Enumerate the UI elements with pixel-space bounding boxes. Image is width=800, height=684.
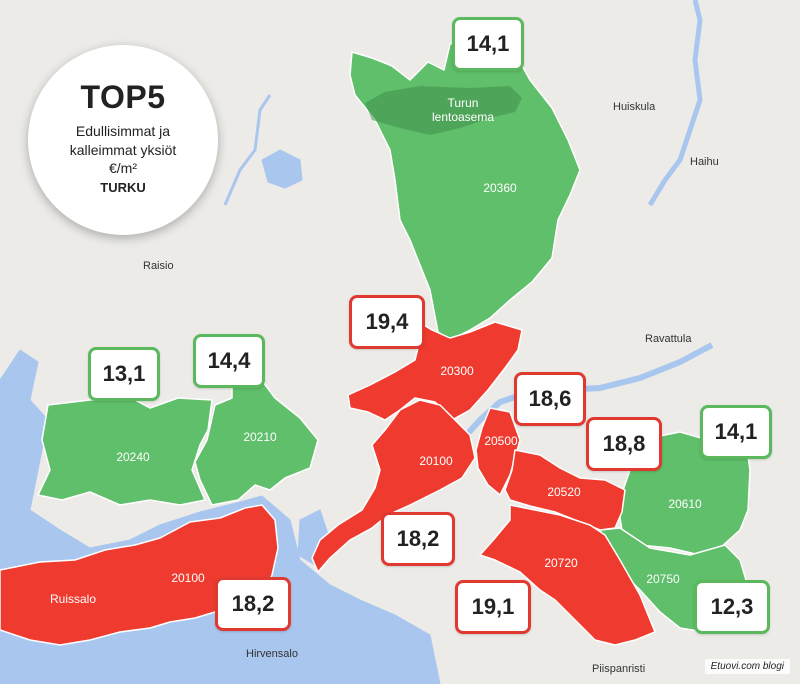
badge-city: TURKU bbox=[100, 180, 146, 195]
zone-code-20360: 20360 bbox=[483, 181, 517, 195]
airport-label-line1: Turun bbox=[447, 96, 479, 110]
place-label-piispanristi: Piispanristi bbox=[592, 663, 646, 675]
zone-20300-area bbox=[347, 317, 523, 421]
badge-unit: €/m² bbox=[109, 160, 137, 176]
price-callout-20750: 12,3 bbox=[694, 580, 770, 634]
zone-code-20300: 20300 bbox=[440, 364, 474, 378]
place-label-raisio: Raisio bbox=[143, 260, 174, 272]
airport-label: Turun lentoasema bbox=[432, 96, 494, 124]
price-callout-20720: 19,1 bbox=[455, 580, 531, 634]
water-stream-north bbox=[223, 94, 272, 206]
place-label-ravattula: Ravattula bbox=[645, 333, 692, 345]
price-callout-20100-ruissalo: 18,2 bbox=[215, 577, 291, 631]
place-label-huiskula: Huiskula bbox=[613, 101, 656, 113]
zone-20520-area bbox=[504, 449, 626, 531]
expensive-zones bbox=[0, 317, 656, 646]
price-callout-20360: 14,1 bbox=[452, 17, 524, 71]
source-credit: Etuovi.com blogi bbox=[704, 659, 790, 674]
place-label-hirvensalo: Hirvensalo bbox=[246, 648, 298, 660]
zone-code-20520: 20520 bbox=[547, 485, 581, 499]
zone-code-20720: 20720 bbox=[544, 556, 578, 570]
zone-20100-center-area bbox=[311, 399, 476, 573]
water-stream-east bbox=[647, 0, 703, 207]
zone-code-20500: 20500 bbox=[484, 434, 518, 448]
badge-title: TOP5 bbox=[80, 79, 166, 115]
title-badge: TOP5 Edullisimmat ja kalleimmat yksiöt €… bbox=[28, 45, 218, 235]
zone-code-20100-ruissalo: 20100 bbox=[171, 571, 205, 585]
zone-code-20100: 20100 bbox=[419, 454, 453, 468]
airport-label-line2: lentoasema bbox=[431, 110, 495, 124]
zone-20100-ruissalo-area bbox=[0, 504, 279, 646]
price-callout-20100: 18,2 bbox=[381, 512, 455, 566]
zone-code-20210: 20210 bbox=[243, 430, 277, 444]
airport-area bbox=[365, 86, 522, 135]
zone-code-20610: 20610 bbox=[668, 497, 702, 511]
price-callout-20500: 18,6 bbox=[514, 372, 586, 426]
price-callout-20610: 14,1 bbox=[700, 405, 772, 459]
place-label-ruissalo: Ruissalo bbox=[49, 592, 97, 606]
badge-line2: kalleimmat yksiöt bbox=[69, 142, 177, 158]
zone-20240-area bbox=[37, 397, 213, 506]
badge-line1: Edullisimmat ja bbox=[75, 123, 171, 139]
price-callout-20300: 19,4 bbox=[349, 295, 425, 349]
price-callout-20210: 14,4 bbox=[193, 334, 265, 388]
price-callout-20240: 13,1 bbox=[88, 347, 160, 401]
place-label-haihu: Haihu bbox=[690, 156, 719, 168]
zone-code-20240: 20240 bbox=[116, 450, 150, 464]
price-callout-20520: 18,8 bbox=[586, 417, 662, 471]
water-lake-north bbox=[261, 149, 303, 189]
zone-20720-area bbox=[479, 504, 656, 646]
zone-20500-area bbox=[475, 407, 521, 496]
zone-code-20750: 20750 bbox=[646, 572, 680, 586]
